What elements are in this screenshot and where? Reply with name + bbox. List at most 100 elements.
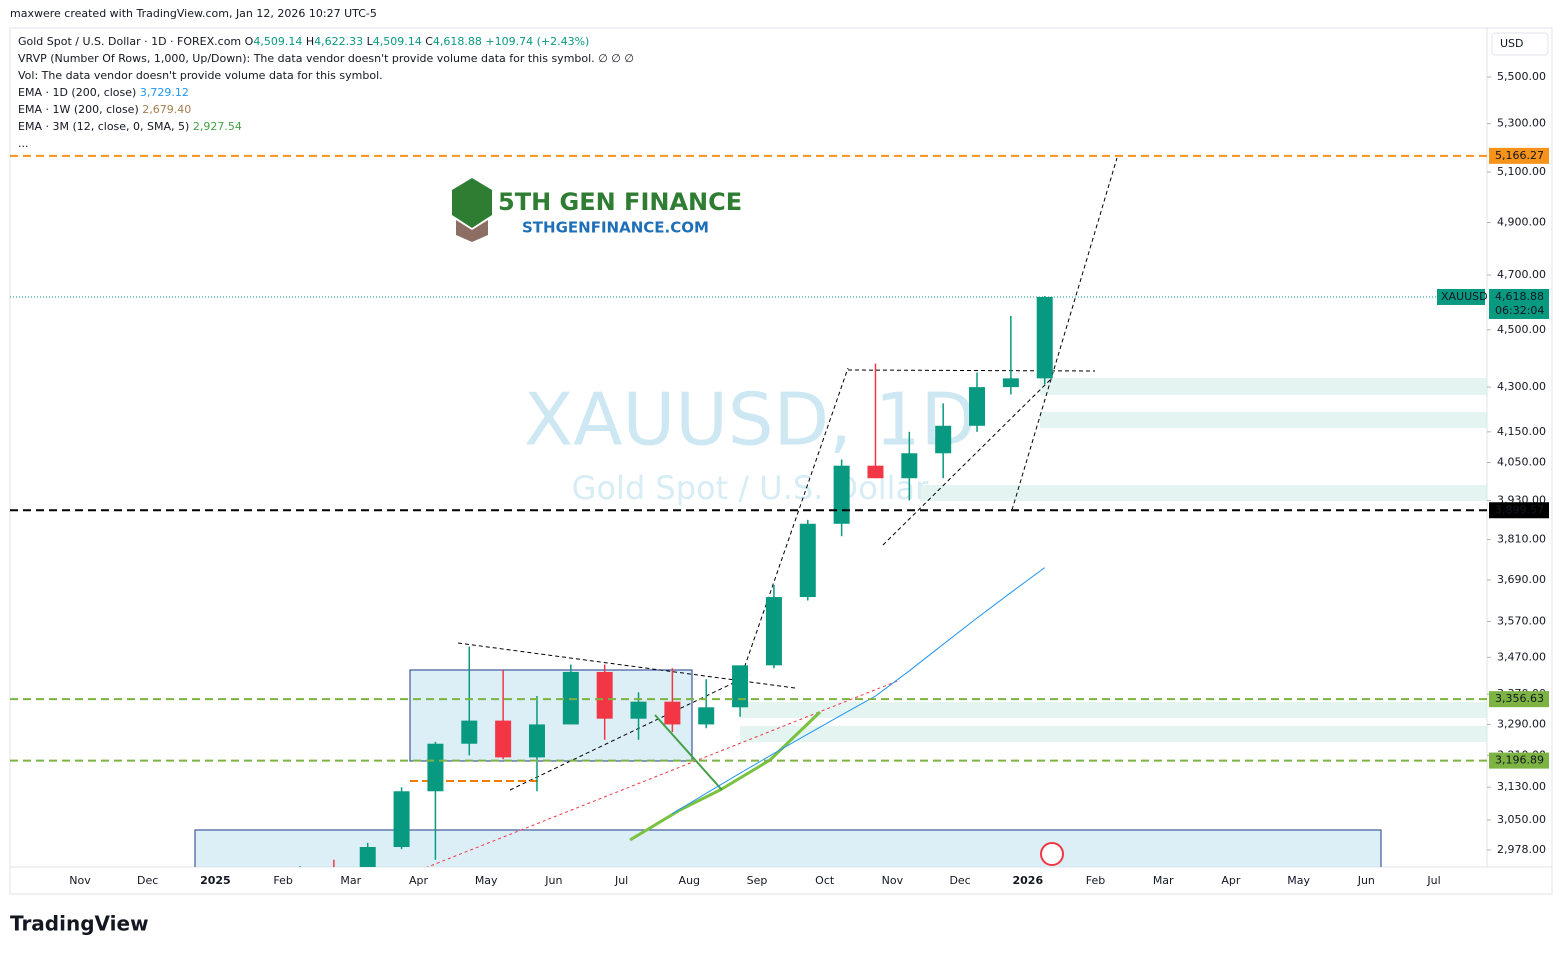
y-tick-label: 4,150.00 (1497, 425, 1546, 438)
ohlc-key: C (425, 35, 433, 48)
candle-body (326, 892, 342, 901)
legend-row: VRVP (Number Of Rows, 1,000, Up/Down): T… (18, 52, 634, 65)
y-tick-label: 4,700.00 (1497, 268, 1546, 281)
x-tick-label: Mar (1153, 874, 1174, 887)
legend-more: ... (18, 137, 29, 150)
legend-label: Vol: The data vendor doesn't provide vol… (18, 69, 383, 82)
x-tick-label: Nov (882, 874, 904, 887)
ohlc-value: 4,509.14 (253, 35, 302, 48)
x-tick-label: May (1287, 874, 1310, 887)
y-tick-label: 3,290.00 (1497, 717, 1546, 730)
ema-line (672, 567, 1046, 815)
zone (1040, 378, 1487, 395)
y-tick-label: 3,470.00 (1497, 650, 1546, 663)
watermark: XAUUSD, 1D (524, 378, 976, 462)
price-badge-label: 3,196.89 (1495, 754, 1544, 767)
zone (920, 485, 1487, 501)
candle-body (528, 724, 545, 758)
x-tick-label: Apr (1221, 874, 1241, 887)
y-tick-label: 3,570.00 (1497, 615, 1546, 628)
x-tick-label: 2025 (200, 874, 231, 887)
logo-title: 5TH GEN FINANCE (498, 188, 742, 216)
candle-body (630, 701, 647, 719)
ohlc-value: 4,509.14 (373, 35, 422, 48)
candle-body (1036, 296, 1053, 379)
candle-body (495, 720, 512, 758)
candle-body (799, 523, 816, 598)
x-tick-label: Feb (1086, 874, 1105, 887)
zone (1040, 412, 1487, 428)
y-tick-label: 3,130.00 (1497, 780, 1546, 793)
plot-area (299, 296, 1053, 901)
logo-icon (452, 178, 492, 228)
x-tick-label: May (475, 874, 498, 887)
candle-body (698, 707, 715, 725)
trend-line (739, 367, 849, 681)
price-badge-label: 3,356.63 (1495, 692, 1544, 705)
x-tick-label: Sep (747, 874, 768, 887)
candle-body (461, 720, 478, 744)
trend-line (847, 369, 1096, 372)
legend-value: ∅ ∅ ∅ (598, 52, 634, 65)
ohlc-key: H (306, 35, 314, 48)
candle-body (732, 665, 749, 708)
y-tick-label: 5,100.00 (1497, 165, 1546, 178)
zones (194, 157, 1487, 867)
legend-label: EMA · 3M (12, close, 0, SMA, 5) (18, 120, 189, 133)
legend-row: EMA · 3M (12, close, 0, SMA, 5) 2,927.54 (18, 120, 242, 133)
x-tick-label: Dec (949, 874, 970, 887)
countdown: 06:32:04 (1495, 304, 1544, 317)
zone (740, 726, 1487, 742)
candle-body (393, 791, 410, 848)
y-tick-label: 3,050.00 (1497, 813, 1546, 826)
y-tick-label: 3,690.00 (1497, 573, 1546, 586)
frame (9, 27, 1553, 895)
x-tick-label: Nov (69, 874, 91, 887)
candle-body (969, 387, 986, 426)
price-badge (1489, 147, 1549, 164)
currency: USD (1500, 37, 1524, 50)
y-tick-label: 4,300.00 (1497, 380, 1546, 393)
symbol: Gold Spot / U.S. Dollar · 1D · FOREX.com (18, 35, 241, 48)
y-tick-label: 5,300.00 (1497, 117, 1546, 130)
currency-box[interactable] (1491, 32, 1549, 56)
ohlc-key: L (367, 35, 374, 48)
trend-line (509, 674, 751, 791)
x-tick-label: Dec (137, 874, 158, 887)
logo-base (456, 220, 488, 242)
zone (740, 702, 1487, 718)
price-badge-label: 5,166.27 (1495, 149, 1544, 162)
ohlc-value: 4,622.33 (314, 35, 363, 48)
candle-body (427, 743, 444, 792)
x-tick-label: Jun (1357, 874, 1375, 887)
event-icon[interactable] (1040, 842, 1064, 866)
candle-body (935, 425, 952, 454)
candle-body (596, 671, 613, 719)
symbol-badge (1437, 288, 1485, 305)
candle-body (1002, 378, 1019, 388)
x-tick-label: Oct (815, 874, 835, 887)
x-tick-label: Mar (340, 874, 361, 887)
range-box (409, 669, 693, 762)
trend-line (426, 679, 901, 867)
legend-value: 2,927.54 (193, 120, 242, 133)
candle-body (765, 597, 782, 666)
legend-row: Gold Spot / U.S. Dollar · 1D · FOREX.com… (18, 35, 589, 48)
x-tick-label: Jun (544, 874, 562, 887)
legend: Gold Spot / U.S. Dollar · 1D · FOREX.com… (18, 35, 634, 150)
candle-body (901, 453, 918, 479)
y-tick-label: 5,500.00 (1497, 70, 1546, 83)
price-badge (1489, 691, 1549, 708)
symbol-badge-label: XAUUSD (1441, 290, 1488, 303)
legend-value: 2,679.40 (142, 103, 191, 116)
legend-label: VRVP (Number Of Rows, 1,000, Up/Down): T… (18, 52, 595, 65)
x-tick-label: Apr (409, 874, 429, 887)
x-tick-label: Jul (1426, 874, 1440, 887)
last-price-badge (1489, 288, 1549, 319)
price-badge (1489, 752, 1549, 769)
y-tick-label: 3,810.00 (1497, 533, 1546, 546)
logo-url: STHGENFINANCE.COM (522, 219, 709, 237)
x-tick-label: Aug (679, 874, 700, 887)
ohlc-key: O (245, 35, 254, 48)
